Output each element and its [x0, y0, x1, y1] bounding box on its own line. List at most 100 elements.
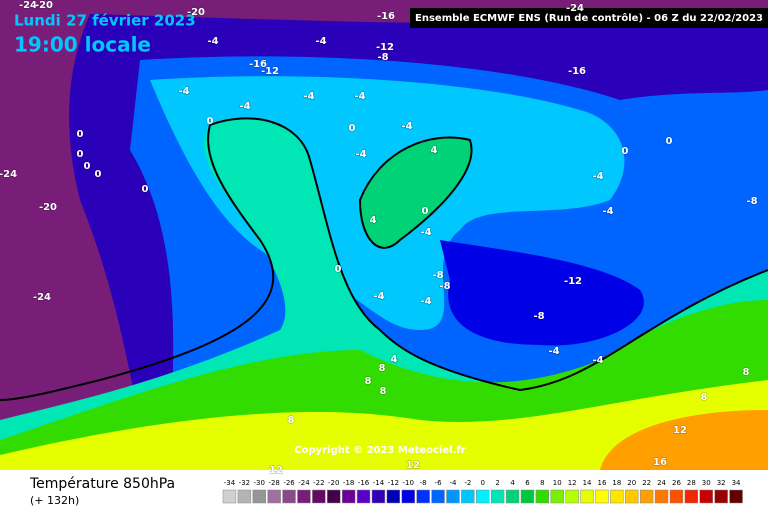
contour-label: -4: [548, 346, 559, 357]
contour: [209, 117, 768, 392]
contour-label: -24: [0, 169, 17, 180]
legend-swatch: [312, 489, 326, 504]
contour-label: -4: [178, 86, 189, 97]
contour-label: 0: [335, 264, 342, 275]
contour-label: -4: [355, 149, 366, 160]
contour-label: -4: [592, 171, 603, 182]
legend-swatch: [535, 489, 550, 504]
contour-label: -4: [401, 121, 412, 132]
legend-tick-label: -6: [435, 479, 443, 487]
legend-tick-label: -20: [328, 479, 339, 487]
legend-swatch: [341, 489, 356, 504]
legend-tick-label: 0: [481, 479, 485, 487]
legend-tick-label: 14: [583, 479, 592, 487]
contour-label: 8: [365, 376, 372, 387]
contour-label: -4: [354, 91, 365, 102]
legend-swatch: [431, 489, 445, 504]
contour-label: 8: [701, 392, 708, 403]
contour-label: -8: [533, 311, 544, 322]
contour-label: -4: [207, 36, 218, 47]
legend-tick-label: -16: [358, 479, 370, 487]
contour-label: -4: [303, 91, 314, 102]
contour-label: -4: [420, 227, 431, 238]
legend-swatch: [267, 489, 281, 504]
footer-title: Température 850hPa: [29, 476, 175, 492]
legend-tick-label: 2: [495, 479, 499, 487]
legend-tick-label: 18: [612, 479, 621, 487]
contour-label: -8: [439, 281, 450, 292]
contour-label: 0: [207, 116, 214, 127]
legend-swatch: [490, 489, 505, 504]
date: Lundi 27 février 2023: [14, 12, 196, 30]
legend-swatch: [580, 489, 594, 504]
legend: -34 -32 -30 -28 -26 -24 -22 -20 -18 -16 -14 -12 -10-…: [222, 479, 743, 504]
legend-tick-label: -34: [224, 479, 236, 487]
legend-swatch: [595, 489, 609, 504]
legend-swatch: [237, 489, 252, 504]
contour-label: 0: [77, 149, 84, 160]
legend-tick-label: -14: [373, 479, 385, 487]
contour-label: 0: [422, 206, 429, 217]
contour-label: 0: [95, 169, 102, 180]
contour-label: 8: [288, 415, 295, 426]
legend-swatch: [684, 489, 699, 504]
legend-swatch: [282, 489, 296, 504]
contour-label: -20: [35, 0, 53, 11]
zone: [440, 240, 644, 346]
zone: [360, 137, 472, 248]
map: Ensemble ECMWF ENS (Run de contrôle) - 0…: [0, 0, 768, 477]
legend-swatch: [386, 489, 401, 504]
contour-label: 4: [370, 215, 377, 226]
time: 19:00 locale: [14, 33, 151, 57]
contour-label: -16: [377, 11, 395, 22]
contour-label: 8: [380, 386, 387, 397]
contour-label: -16: [568, 66, 586, 77]
legend-tick-label: 22: [642, 479, 651, 487]
contour-label: -4: [592, 355, 603, 366]
contour-label: -4: [315, 36, 326, 47]
legend-tick-label: -24: [298, 479, 310, 487]
legend-tick-label: 32: [717, 479, 726, 487]
legend-swatch: [669, 489, 684, 504]
legend-swatch: [222, 489, 237, 504]
legend-swatch: [327, 489, 341, 504]
legend-swatch: [639, 489, 654, 504]
legend-tick-label: -2: [464, 479, 471, 487]
legend-tick-label: -28: [268, 479, 279, 487]
legend-tick-label: 16: [597, 479, 606, 487]
contour-label: 12: [406, 460, 420, 471]
contour-label: -8: [377, 52, 388, 63]
legend-tick-label: -30: [254, 479, 265, 487]
contour-label: -8: [432, 270, 443, 281]
contour-label: 4: [391, 354, 398, 365]
contour-label: -12: [261, 66, 279, 77]
contour-labels: -24-20-20 -16-24-4 -4-12-8-16-12 -16-4 -4 -4-…: [0, 0, 758, 477]
contour-label: 0: [349, 123, 356, 134]
legend-tick-label: 12: [568, 479, 577, 487]
legend-tick-label: 28: [687, 479, 696, 487]
contour-label: -4: [239, 101, 250, 112]
contour-label: 0: [666, 136, 673, 147]
legend-tick-label: -32: [239, 479, 250, 487]
legend-tick-label: 8: [540, 479, 544, 487]
legend-swatch: [356, 489, 371, 504]
contour-label: 4: [431, 145, 438, 156]
legend-tick-label: 26: [672, 479, 681, 487]
zone: [600, 410, 768, 470]
legend-swatch: [401, 489, 415, 504]
legend-tick-label: -26: [283, 479, 295, 487]
legend-tick-label: 20: [627, 479, 636, 487]
legend-swatch: [714, 489, 728, 504]
contour: [358, 136, 473, 249]
legend-tick-label: -12: [388, 479, 399, 487]
footer-lead: (+ 132h): [30, 494, 79, 507]
legend-swatch: [520, 489, 535, 504]
contour: [0, 124, 275, 401]
contour-label: -4: [373, 291, 384, 302]
legend-swatch: [699, 489, 713, 504]
legend-tick-label: -22: [313, 479, 324, 487]
legend-swatch: [297, 489, 311, 504]
legend-tick-label: 6: [525, 479, 530, 487]
legend-swatch: [252, 489, 266, 504]
